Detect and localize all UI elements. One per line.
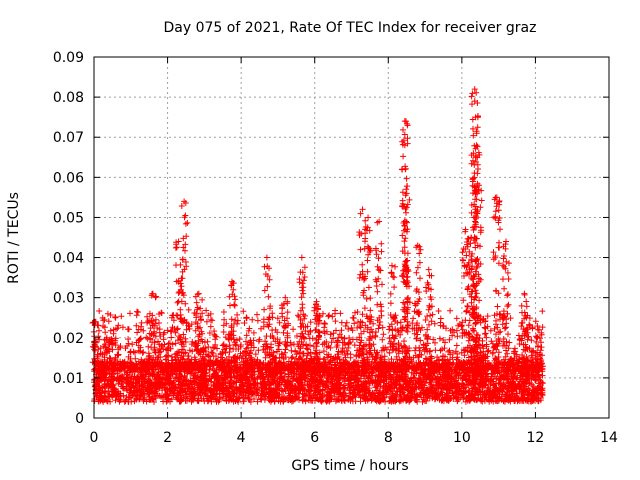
peak-point <box>181 198 188 205</box>
x-tick-label: 6 <box>310 430 319 446</box>
peak-point <box>149 290 156 297</box>
peak-point <box>468 234 475 241</box>
peak-point <box>473 142 480 149</box>
peak-point <box>521 290 528 297</box>
peak-point <box>475 186 482 193</box>
peak-point <box>401 118 408 125</box>
peak-point <box>503 238 509 245</box>
peak-point <box>403 190 410 197</box>
x-tick-label: 14 <box>600 430 618 446</box>
peak-point <box>228 278 235 285</box>
peak-point <box>425 266 432 273</box>
x-tick-label: 8 <box>384 430 393 446</box>
peak-point <box>282 294 289 301</box>
peak-point <box>388 262 395 269</box>
plot-frame <box>93 56 610 419</box>
y-tick-label: 0.02 <box>53 331 84 347</box>
peak-point <box>263 254 270 261</box>
peak-point <box>414 242 421 249</box>
peak-point <box>401 142 408 149</box>
x-tick-label: 0 <box>90 430 99 446</box>
peak-point <box>195 290 202 297</box>
peak-point <box>462 226 469 233</box>
chart-title: Day 075 of 2021, Rate Of TEC Index for r… <box>164 20 537 36</box>
y-tick-label: 0.03 <box>53 291 84 307</box>
y-tick-label: 0.09 <box>53 50 84 66</box>
peak-point <box>298 254 305 261</box>
scatter-cloud <box>89 89 546 405</box>
peak-point <box>493 194 500 201</box>
x-tick-label: 4 <box>237 430 246 446</box>
y-tick-label: 0 <box>75 411 84 427</box>
y-tick-label: 0.06 <box>53 170 84 186</box>
peak-point <box>103 334 110 341</box>
peak-point <box>313 298 320 305</box>
peak-point <box>471 86 478 93</box>
data-points <box>89 86 546 405</box>
y-tick-label: 0.01 <box>53 371 84 387</box>
peak-point <box>359 206 366 213</box>
x-axis-title: GPS time / hours <box>291 458 408 474</box>
y-axis-title: ROTI / TECUs <box>6 192 22 284</box>
peak-point <box>175 238 182 245</box>
y-tick-label: 0.04 <box>53 251 84 267</box>
y-tick-label: 0.05 <box>53 210 84 226</box>
y-tick-label: 0.07 <box>53 130 84 146</box>
peak-point <box>365 214 372 221</box>
x-tick-label: 10 <box>453 430 471 446</box>
y-tick-label: 0.08 <box>53 90 84 106</box>
x-axis: 0 2 4 6 8 10 12 14 <box>90 57 618 446</box>
x-tick-label: 2 <box>163 430 172 446</box>
peak-point <box>376 218 383 225</box>
peak-point <box>471 98 478 105</box>
x-tick-label: 12 <box>527 430 545 446</box>
peak-point <box>536 326 543 333</box>
y-axis: 0 0.01 0.02 0.03 0.04 0.05 0.06 0.07 0.08 0.09 <box>53 50 609 427</box>
